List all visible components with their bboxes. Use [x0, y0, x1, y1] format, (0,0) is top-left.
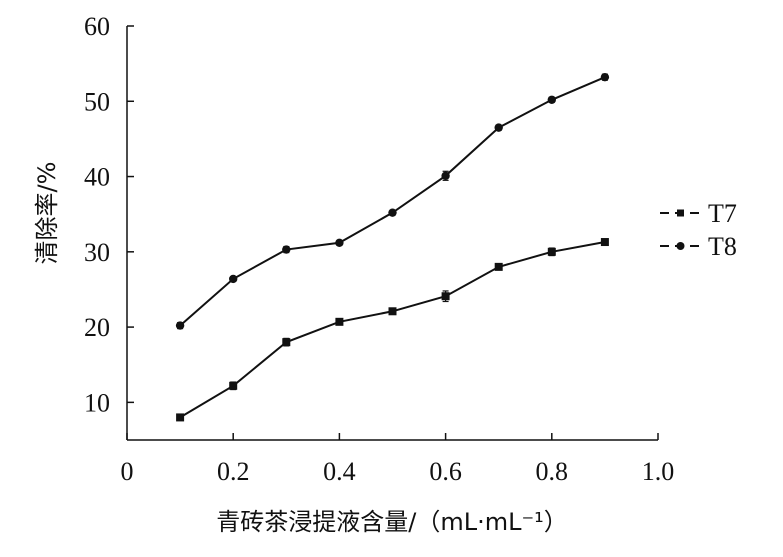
x-tick-label: 0.8	[536, 457, 569, 486]
data-point	[441, 171, 450, 180]
series-line-t7	[179, 241, 606, 419]
data-point	[335, 317, 344, 326]
data-point	[176, 413, 185, 422]
data-point	[229, 381, 238, 390]
axes	[126, 26, 658, 441]
y-tick-label: 50	[84, 87, 110, 116]
plot-area	[175, 72, 610, 422]
x-tick-label: 0	[121, 457, 134, 486]
legend-label: T8	[708, 232, 737, 261]
legend-marker	[677, 209, 684, 217]
y-tick-label: 20	[84, 313, 110, 342]
legend-marker	[676, 242, 685, 250]
data-point	[282, 245, 291, 254]
y-axis-ticks: 10 20 30 40 50 60	[84, 12, 134, 417]
data-point	[388, 307, 397, 316]
y-tick-label: 60	[84, 12, 110, 41]
x-tick-label: 0.2	[217, 457, 250, 486]
data-point	[282, 338, 291, 347]
x-tick-label: 0.6	[429, 457, 462, 486]
y-tick-label: 10	[84, 388, 110, 417]
legend-label: T7	[708, 199, 737, 228]
x-axis-ticks: 0 0.2 0.4 0.6 0.8 1.0	[121, 433, 675, 486]
y-tick-label: 40	[84, 163, 110, 192]
data-point	[388, 208, 397, 217]
series-t8	[175, 72, 610, 330]
x-axis-title: 青砖茶浸提液含量/（mL·mL⁻¹）	[216, 508, 568, 536]
y-axis-title: 清除率/%	[33, 162, 61, 265]
x-tick-label: 1.0	[642, 457, 675, 486]
data-point	[600, 72, 610, 82]
data-point	[229, 274, 238, 284]
data-point	[335, 238, 344, 247]
x-tick-label: 0.4	[323, 457, 356, 486]
data-point	[175, 321, 185, 330]
series-line-t8	[179, 76, 606, 327]
data-point	[547, 247, 556, 256]
data-point	[494, 123, 503, 132]
data-point	[547, 95, 556, 104]
legend-item-t7: T7	[660, 199, 737, 228]
data-point	[494, 262, 503, 271]
data-point	[600, 238, 609, 247]
data-point	[441, 292, 450, 301]
legend-item-t8: T8	[660, 232, 737, 261]
y-tick-label: 30	[84, 238, 110, 267]
series-t7	[176, 238, 609, 422]
